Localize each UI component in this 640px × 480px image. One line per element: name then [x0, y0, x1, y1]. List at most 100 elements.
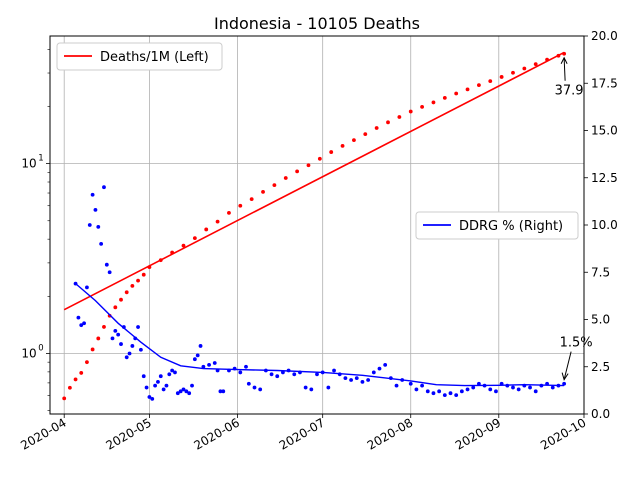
ddrg-point — [366, 378, 371, 382]
ddrg-point — [516, 387, 521, 392]
deaths-point — [67, 385, 72, 390]
ddrg-point — [400, 378, 405, 382]
ddrg-point — [258, 387, 263, 392]
y-axis-right: 0.0 2.5 5.0 7.5 10.0 12.5 15.0 17.5 20.0 — [584, 29, 618, 421]
deaths-point — [119, 297, 123, 302]
ddrg-point — [221, 389, 226, 394]
ddrg-point — [545, 381, 549, 386]
ddrg-point — [394, 383, 399, 388]
deaths-point — [295, 169, 300, 174]
deaths-point — [249, 197, 254, 202]
deaths-point — [261, 189, 265, 194]
ddrg-point — [292, 372, 297, 377]
deaths-point — [238, 203, 243, 208]
deaths-point — [181, 243, 186, 248]
ddrg-point — [360, 379, 365, 384]
y-right-tick-label: 0.0 — [591, 407, 610, 421]
ddrg-point — [377, 366, 382, 371]
deaths-point — [73, 377, 78, 382]
ddrg-point — [136, 325, 140, 329]
deaths-point — [147, 265, 152, 270]
annotation-deaths: 37.9 — [555, 84, 584, 99]
ddrg-point — [102, 185, 106, 190]
legend-deaths-box — [56, 42, 223, 71]
ddrg-point — [121, 325, 126, 329]
ddrg-point — [269, 372, 274, 377]
series-ddrg — [73, 185, 567, 401]
y-left-tick-label: 10 — [21, 157, 36, 171]
ddrg-point — [482, 383, 487, 388]
ddrg-point — [178, 389, 183, 394]
ddrg-point — [93, 207, 98, 212]
ddrg-point — [156, 379, 160, 384]
ddrg-point — [207, 362, 211, 367]
ddrg-point — [420, 383, 424, 388]
deaths-point — [204, 227, 209, 232]
deaths-point — [329, 150, 334, 154]
ddrg-point — [414, 387, 419, 392]
ddrg-point — [448, 391, 453, 396]
deaths-point — [477, 83, 481, 88]
x-tick-label: 2020-05 — [103, 415, 153, 452]
ddrg-point — [173, 370, 177, 375]
deaths-point — [192, 236, 197, 241]
ddrg-point — [141, 374, 146, 379]
ddrg-point — [85, 285, 89, 290]
deaths-point — [533, 62, 538, 67]
ddrg-point — [164, 383, 169, 388]
x-tick-label: 2020-08 — [365, 415, 415, 452]
ddrg-point — [275, 374, 280, 379]
ddrg-point — [87, 223, 92, 227]
ddrg-point — [244, 364, 248, 369]
deaths-point — [90, 347, 95, 352]
ddrg-point — [298, 370, 302, 375]
ddrg-point — [252, 385, 257, 390]
ddrg-point — [522, 383, 527, 388]
y-right-tick-label: 20.0 — [591, 29, 618, 43]
ddrg-point — [383, 362, 388, 367]
deaths-point — [352, 138, 356, 142]
ddrg-point — [550, 385, 555, 390]
legend-ddrg-label: DDRG % (Right) — [459, 219, 563, 234]
ddrg-point — [215, 368, 220, 373]
annotation-arrow-ddrg — [563, 351, 572, 380]
ddrg-point — [119, 342, 123, 346]
ddrg-point — [107, 270, 112, 275]
ddrg-point — [195, 353, 200, 358]
deaths-point — [215, 219, 220, 224]
deaths-point — [317, 156, 322, 161]
x-tick-label: 2020-04 — [18, 415, 68, 452]
annotation-ddrg: 1.5% — [560, 336, 593, 351]
deaths-point — [124, 290, 129, 295]
ddrg-point — [533, 389, 538, 394]
ddrg-point — [96, 224, 101, 229]
ddrg-point — [320, 370, 325, 375]
legend-deaths-label: Deaths/1M (Left) — [100, 50, 209, 65]
ddrg-trend-line — [75, 283, 565, 387]
y-right-tick-label: 17.5 — [591, 76, 618, 90]
deaths-point — [363, 132, 368, 137]
deaths-point — [556, 53, 561, 58]
ddrg-point — [201, 364, 206, 369]
ddrg-point — [187, 391, 192, 396]
ddrg-point — [158, 374, 163, 379]
legend-ddrg-box — [415, 211, 579, 240]
deaths-point — [397, 115, 402, 119]
deaths-trend-line — [63, 51, 565, 311]
ddrg-point — [175, 391, 180, 396]
y-right-tick-label: 5.0 — [591, 313, 610, 327]
ddrg-point — [556, 383, 561, 388]
deaths-point — [85, 360, 89, 365]
ddrg-point — [388, 376, 393, 380]
deaths-point — [545, 57, 549, 62]
ddrg-point — [116, 332, 121, 337]
ddrg-point — [212, 361, 217, 365]
ddrg-point — [170, 368, 175, 373]
x-tick-label: 2020-09 — [453, 415, 503, 452]
ddrg-point — [562, 381, 567, 386]
deaths-point — [130, 283, 135, 288]
ddrg-point — [499, 381, 504, 386]
ddrg-point — [343, 376, 348, 380]
